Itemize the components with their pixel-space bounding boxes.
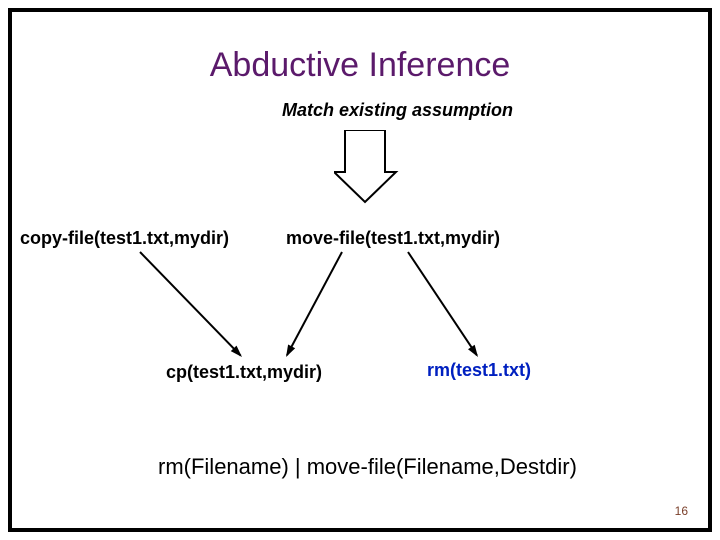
hollow-down-arrow-icon	[334, 130, 414, 210]
slide-title: Abductive Inference	[12, 46, 708, 85]
inference-rule: rm(Filename) | move-file(Filename,Destdi…	[158, 454, 577, 480]
slide-frame: Abductive Inference Match existing assum…	[8, 8, 712, 532]
node-rm: rm(test1.txt)	[427, 360, 531, 381]
node-move-file: move-file(test1.txt,mydir)	[286, 228, 500, 249]
page-number: 16	[675, 504, 688, 518]
slide-subtitle: Match existing assumption	[282, 100, 513, 121]
node-cp: cp(test1.txt,mydir)	[166, 362, 322, 383]
node-copy-file: copy-file(test1.txt,mydir)	[20, 228, 229, 249]
